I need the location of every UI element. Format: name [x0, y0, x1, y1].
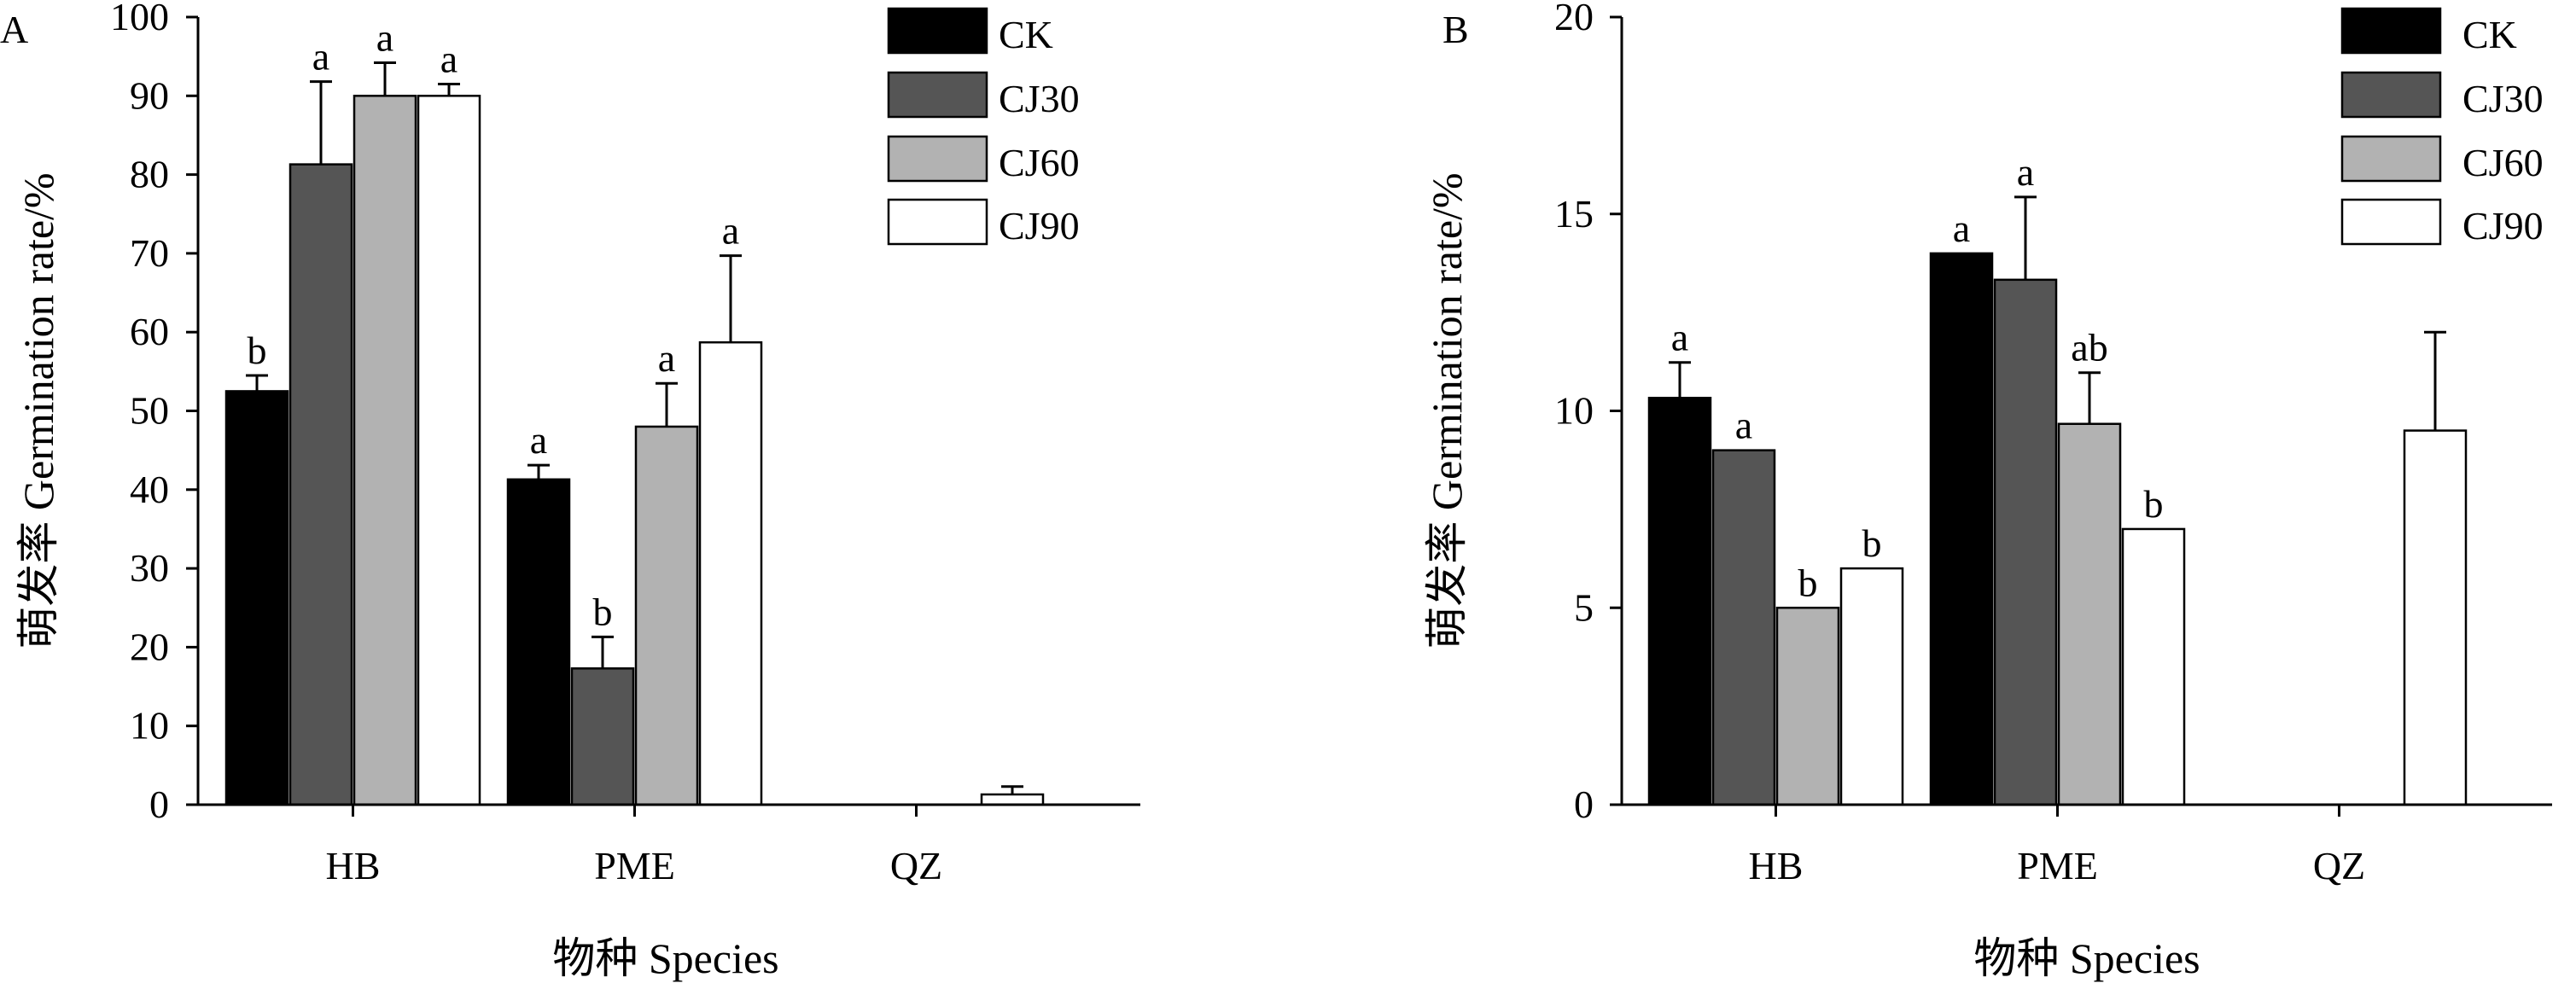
- legend-label: CJ30: [999, 77, 1080, 120]
- x-tick-label: QZ: [890, 844, 942, 887]
- y-tick-label: 20: [1554, 0, 1594, 38]
- y-tick-label: 60: [130, 310, 169, 353]
- y-tick-label: 80: [130, 153, 169, 196]
- legend-label: CJ30: [2462, 77, 2544, 120]
- significance-label: a: [1953, 207, 1970, 250]
- legend-swatch: [887, 198, 988, 246]
- legend-label: CJ60: [999, 141, 1080, 184]
- x-axis-title: 物种 Species: [552, 934, 778, 982]
- significance-label: ab: [2071, 326, 2107, 369]
- y-tick-label: 100: [110, 0, 169, 38]
- y-tick-label: 30: [130, 546, 169, 590]
- significance-label: b: [1862, 521, 1882, 565]
- significance-label: a: [312, 35, 329, 79]
- significance-label: b: [2144, 482, 2164, 526]
- bar: [224, 390, 289, 806]
- significance-label: b: [1798, 561, 1818, 604]
- bar: [1929, 252, 1994, 806]
- significance-label: b: [248, 329, 267, 372]
- x-tick-label: HB: [1749, 844, 1804, 887]
- legend-label: CJ90: [999, 204, 1080, 247]
- y-axis-title: 萌发率 Germination rate/%: [15, 172, 62, 649]
- bar: [980, 793, 1045, 806]
- legend-label: CJ90: [2462, 204, 2544, 247]
- significance-label: a: [530, 418, 547, 462]
- y-tick-label: 0: [149, 782, 169, 826]
- panel-label: B: [1442, 8, 1469, 51]
- y-tick-label: 90: [130, 73, 169, 117]
- y-tick-label: 40: [130, 468, 169, 511]
- significance-label: a: [1735, 404, 1752, 447]
- y-tick-label: 10: [130, 704, 169, 748]
- bar: [698, 340, 763, 806]
- x-axis-title: 物种 Species: [1973, 934, 2200, 982]
- bar: [1993, 278, 2058, 806]
- significance-label: a: [1671, 316, 1688, 359]
- legend-label: CJ60: [2462, 141, 2544, 184]
- y-axis-title: 萌发率 Germination rate/%: [1423, 172, 1471, 649]
- legend-swatch: [887, 135, 988, 183]
- panel-label: A: [0, 8, 28, 51]
- bar: [353, 95, 417, 806]
- legend-swatch: [2340, 198, 2442, 246]
- x-tick-label: QZ: [2313, 844, 2365, 887]
- legend: CK CJ30 CJ60 CJ90: [2340, 7, 2544, 247]
- bar: [2121, 527, 2186, 806]
- x-tick-label: HB: [326, 844, 381, 887]
- y-tick-label: 10: [1554, 389, 1594, 433]
- significance-label: a: [2017, 150, 2034, 194]
- bar: [1839, 567, 1904, 806]
- y-tick-label: 15: [1554, 192, 1594, 236]
- bar: [1775, 607, 1840, 806]
- legend-swatch: [2340, 135, 2442, 183]
- bar: [288, 163, 353, 806]
- bar: [570, 667, 635, 806]
- bar: [2403, 429, 2468, 806]
- legend-swatch: [2340, 71, 2442, 119]
- legend-swatch: [887, 7, 988, 55]
- bar: [417, 95, 481, 806]
- chart-panel-a: A 0 10 20 30 40 50 60 70 80 90 100 b a a a HB a b a a PME QZ 物种…: [0, 0, 1140, 982]
- legend-swatch: [2340, 7, 2442, 55]
- bar: [634, 425, 699, 806]
- bar: [1647, 397, 1712, 806]
- bar: [506, 478, 571, 806]
- legend-label: CK: [999, 13, 1053, 56]
- y-tick-label: 70: [130, 231, 169, 275]
- significance-label: a: [722, 209, 739, 253]
- legend: CK CJ30 CJ60 CJ90: [887, 7, 1080, 247]
- legend-swatch: [887, 71, 988, 119]
- significance-label: a: [658, 336, 675, 380]
- significance-label: b: [593, 590, 613, 633]
- y-tick-label: 5: [1574, 585, 1594, 629]
- x-tick-label: PME: [2017, 844, 2098, 887]
- significance-label: a: [440, 37, 458, 80]
- bar: [2057, 422, 2122, 806]
- significance-label: a: [376, 16, 393, 60]
- y-tick-label: 50: [130, 389, 169, 433]
- bar: [1711, 449, 1776, 806]
- x-tick-label: PME: [594, 844, 675, 887]
- y-tick-label: 0: [1574, 782, 1594, 826]
- legend-label: CK: [2462, 13, 2517, 56]
- y-tick-label: 20: [130, 625, 169, 668]
